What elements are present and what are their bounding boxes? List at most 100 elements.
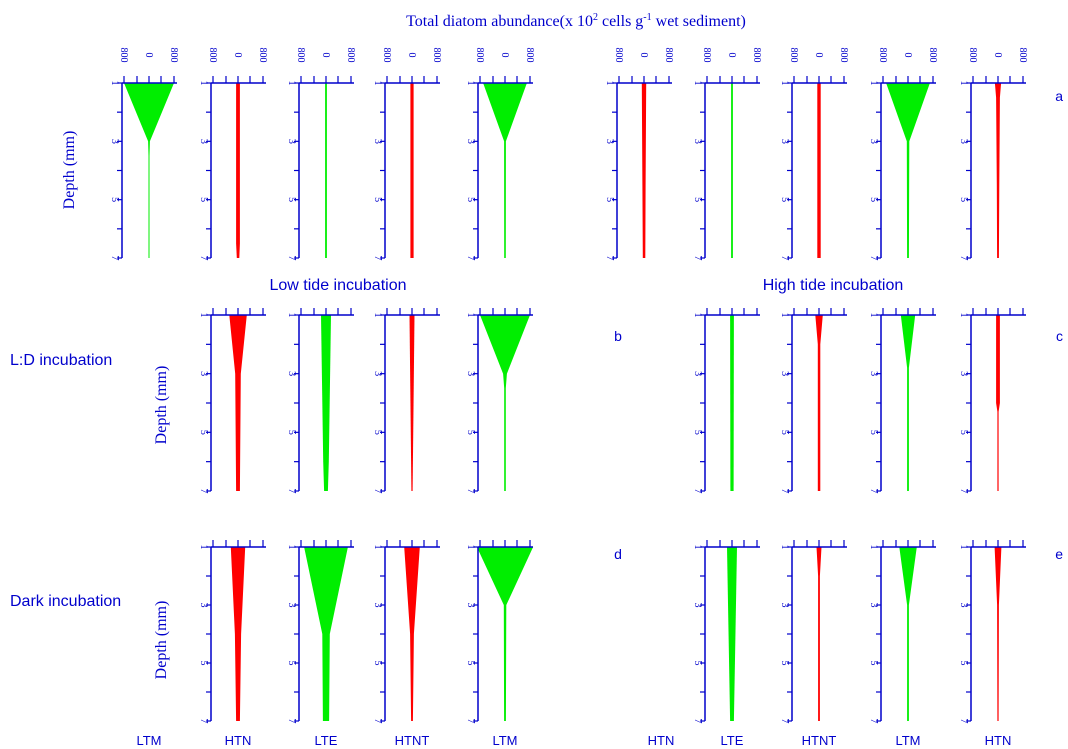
kite-shape [886, 83, 930, 258]
kite-shape [994, 83, 1002, 258]
depth-tick-label: 3 [779, 603, 790, 608]
depth-tick-label: 5 [692, 197, 703, 202]
kite-plot-e-htn: 1 3 5 7 [958, 540, 1026, 724]
depth-tick-label: 1 [286, 313, 297, 318]
depth-tick-label: 7 [465, 256, 476, 261]
kite-shape [236, 83, 240, 258]
depth-tick-label: 7 [958, 256, 969, 261]
kite-plots: 1 3 5 7 800 0 800 1 3 5 7 800 0 800 1 3 5 7 800 0 800 1 3 5 7 800… [109, 48, 1028, 724]
abundance-tick-label: 0 [406, 53, 417, 58]
depth-tick-label: 1 [779, 545, 790, 550]
depth-tick-label: 7 [198, 719, 209, 724]
depth-tick-label: 3 [958, 603, 969, 608]
abundance-tick-label: 800 [381, 48, 392, 63]
depth-tick-label: 7 [779, 256, 790, 261]
depth-tick-label: 7 [465, 489, 476, 494]
panel-letter-c: c [1056, 328, 1063, 344]
bottom-label-htnt: HTNT [395, 733, 430, 748]
panel-letter-e: e [1055, 546, 1063, 562]
depth-tick-label: 1 [779, 313, 790, 318]
abundance-tick-label: 800 [474, 48, 485, 63]
depth-tick-label: 3 [779, 139, 790, 144]
depth-tick-label: 3 [692, 139, 703, 144]
depth-tick-label: 7 [286, 256, 297, 261]
kite-shape [230, 547, 246, 721]
chart-title: Total diatom abundance(x 102 cells g-1 w… [406, 12, 746, 30]
depth-tick-label: 3 [465, 603, 476, 608]
kite-plot-d-lte: 1 3 5 7 [286, 540, 354, 724]
depth-tick-label: 5 [109, 197, 120, 202]
abundance-tick-label: 800 [967, 48, 978, 63]
depth-tick-label: 5 [958, 430, 969, 435]
kite-plot-d-htnt: 1 3 5 7 [372, 540, 440, 724]
depth-tick-label: 3 [372, 139, 383, 144]
depth-tick-label: 3 [198, 371, 209, 376]
panel-letter-a: a [1055, 88, 1063, 104]
y-axis-label-row-a: Depth (mm) [61, 131, 78, 210]
depth-tick-label: 5 [868, 430, 879, 435]
depth-tick-label: 3 [692, 603, 703, 608]
abundance-tick-label: 800 [1017, 48, 1028, 63]
bottom-label-ltm: LTM [136, 733, 161, 748]
depth-tick-label: 7 [779, 489, 790, 494]
kite-plot-c-htn: 1 3 5 7 [958, 308, 1026, 494]
depth-tick-label: 3 [465, 139, 476, 144]
depth-tick-label: 5 [692, 661, 703, 666]
depth-tick-label: 3 [692, 371, 703, 376]
kite-shape [304, 547, 348, 721]
kite-plot-a-lte: 1 3 5 7 800 0 800 [286, 48, 356, 261]
kite-plot-b-htnt: 1 3 5 7 [372, 308, 440, 494]
kite-shape [404, 547, 420, 721]
depth-tick-label: 5 [868, 197, 879, 202]
kite-shape [321, 315, 331, 491]
depth-tick-label: 3 [109, 139, 120, 144]
abundance-tick-label: 800 [524, 48, 535, 63]
abundance-tick-label: 800 [257, 48, 268, 63]
bottom-label-lte: LTE [721, 733, 744, 748]
depth-tick-label: 7 [286, 719, 297, 724]
kite-plot-a-htn: 1 3 5 7 800 0 800 [198, 48, 268, 261]
bottom-label-htn: HTN [225, 733, 252, 748]
depth-tick-label: 1 [198, 545, 209, 550]
abundance-tick-label: 800 [788, 48, 799, 63]
abundance-tick-label: 800 [701, 48, 712, 63]
depth-tick-label: 7 [868, 256, 879, 261]
depth-tick-label: 1 [868, 313, 879, 318]
kite-shape [816, 547, 822, 721]
depth-tick-label: 1 [109, 81, 120, 86]
abundance-tick-label: 0 [499, 53, 510, 58]
kite-shape [994, 547, 1002, 721]
abundance-tick-label: 800 [927, 48, 938, 63]
depth-tick-label: 1 [958, 81, 969, 86]
kite-shape [476, 547, 534, 721]
depth-tick-label: 7 [465, 719, 476, 724]
kite-shape [996, 315, 1000, 491]
depth-tick-label: 7 [198, 256, 209, 261]
kite-shape [899, 547, 917, 721]
abundance-tick-label: 0 [813, 53, 824, 58]
abundance-tick-label: 0 [320, 53, 331, 58]
depth-tick-label: 5 [286, 661, 297, 666]
depth-tick-label: 5 [286, 197, 297, 202]
kite-shape [410, 83, 414, 258]
depth-tick-label: 7 [692, 256, 703, 261]
depth-tick-label: 5 [465, 661, 476, 666]
depth-tick-label: 3 [372, 371, 383, 376]
abundance-tick-label: 800 [431, 48, 442, 63]
kite-plot-b-lte: 1 3 5 7 [286, 308, 354, 494]
kite-plot-a-ltm: 1 3 5 7 800 0 800 [868, 48, 938, 261]
depth-tick-label: 5 [868, 661, 879, 666]
depth-tick-label: 1 [958, 545, 969, 550]
depth-tick-label: 5 [779, 197, 790, 202]
depth-tick-label: 3 [198, 603, 209, 608]
depth-tick-label: 5 [372, 197, 383, 202]
depth-tick-label: 3 [198, 139, 209, 144]
depth-tick-label: 5 [372, 661, 383, 666]
panel-letter-d: d [614, 546, 622, 562]
depth-tick-label: 3 [286, 603, 297, 608]
abundance-tick-label: 0 [992, 53, 1003, 58]
kite-plot-e-ltm: 1 3 5 7 [868, 540, 936, 724]
kite-shape [325, 83, 327, 258]
abundance-tick-label: 0 [143, 53, 154, 58]
abundance-tick-label: 800 [751, 48, 762, 63]
